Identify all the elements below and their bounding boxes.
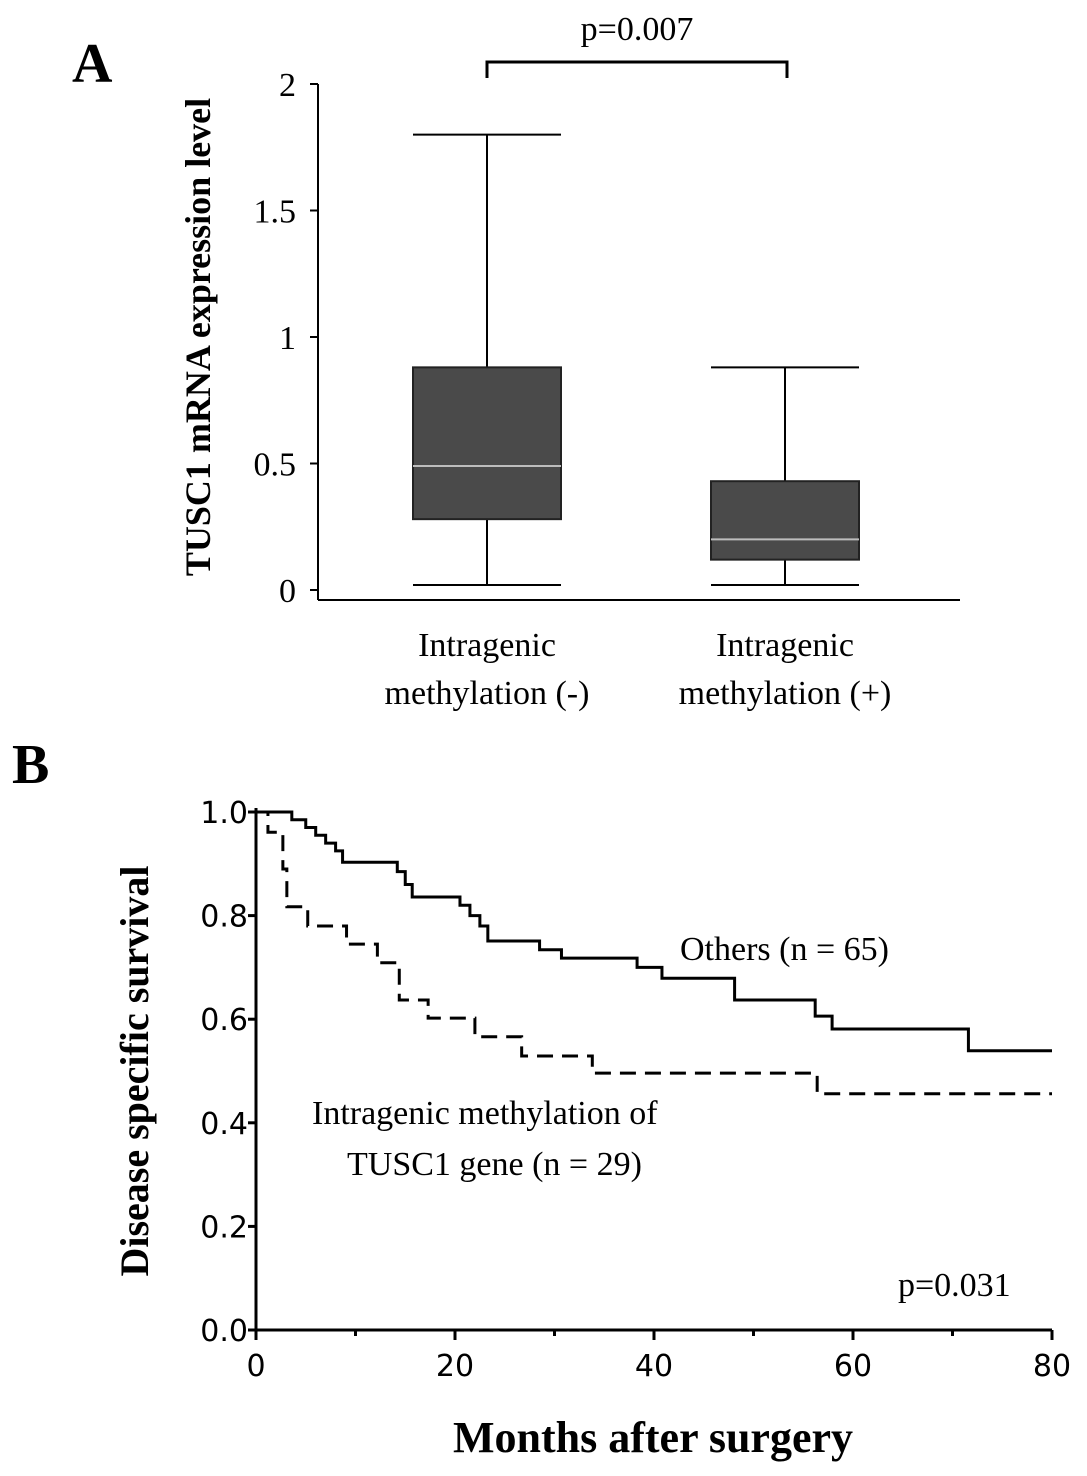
- panel-a-pvalue: p=0.007: [581, 11, 694, 48]
- survival-curve-others: [256, 810, 1052, 1053]
- y-tick-label: 0.4: [200, 1107, 248, 1142]
- y-tick-label: 0.5: [254, 447, 297, 484]
- panel-b-label: B: [12, 734, 49, 796]
- category-label-2-line2: methylation (+): [679, 675, 892, 712]
- x-tick-label: 0: [246, 1349, 265, 1384]
- panel-b-xlabel: Months after surgery: [453, 1413, 853, 1462]
- x-tick-label: 20: [436, 1349, 474, 1384]
- y-tick-label: 1.0: [200, 796, 248, 831]
- box: [710, 480, 860, 561]
- category-label-2-line1: Intragenic: [716, 627, 854, 664]
- significance-bracket: [485, 60, 789, 78]
- category-label-1-line2: methylation (-): [385, 675, 590, 712]
- y-tick-label: 2: [279, 67, 296, 104]
- panel-b-ylabel: Disease specific survival: [112, 865, 157, 1276]
- box: [412, 366, 562, 521]
- panel-a-label: A: [72, 33, 113, 95]
- survival-curve-methylation: [256, 810, 1052, 1096]
- x-tick-label: 60: [834, 1349, 872, 1384]
- y-tick-label: 1: [279, 320, 296, 357]
- y-tick-label: 0.6: [200, 1003, 248, 1038]
- legend-methylation-line2: TUSC1 gene (n = 29): [347, 1146, 642, 1183]
- x-tick-label: 40: [635, 1349, 673, 1384]
- panel-b-pvalue: p=0.031: [898, 1267, 1011, 1304]
- panel-a-ylabel: TUSC1 mRNA expression level: [178, 98, 218, 576]
- legend-others: Others (n = 65): [680, 931, 889, 968]
- legend-methylation-line1: Intragenic methylation of: [312, 1095, 658, 1132]
- panel-a-plot: 0 0.5 1 1.5 2: [254, 60, 960, 610]
- x-tick-label: 80: [1033, 1349, 1071, 1384]
- y-tick-label: 0: [279, 573, 296, 610]
- category-label-1-line1: Intragenic: [418, 627, 556, 664]
- y-tick-label: 0.2: [200, 1210, 248, 1245]
- y-tick-label: 0.8: [200, 900, 248, 935]
- y-tick-label: 0.0: [200, 1314, 248, 1349]
- panel-b-plot: 0.0 0.2 0.4 0.6 0.8 1.0 0 20 40 60 80: [200, 796, 1071, 1384]
- y-tick-label: 1.5: [254, 194, 297, 231]
